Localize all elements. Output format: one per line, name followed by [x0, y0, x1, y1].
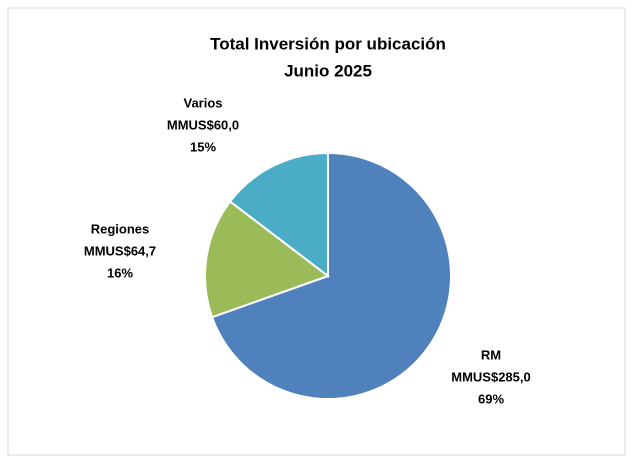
slice-category-label: Varios [183, 95, 222, 110]
pie-slice [204, 200, 331, 319]
chart-title: Total Inversión por ubicación [210, 34, 446, 53]
chart-subtitle: Junio 2025 [284, 61, 372, 80]
pie-slice [228, 151, 329, 279]
slice-category-label: RM [481, 347, 501, 362]
slice-percent-label: 69% [478, 391, 504, 406]
slice-value-label: MMUS$60,0 [167, 117, 239, 132]
slice-percent-label: 16% [107, 265, 133, 280]
slice-value-label: MMUS$285,0 [451, 369, 530, 384]
slice-value-label: MMUS$64,7 [84, 243, 156, 258]
slice-category-label: Regiones [91, 221, 150, 236]
slice-percent-label: 15% [190, 139, 216, 154]
pie-slice [210, 151, 452, 400]
